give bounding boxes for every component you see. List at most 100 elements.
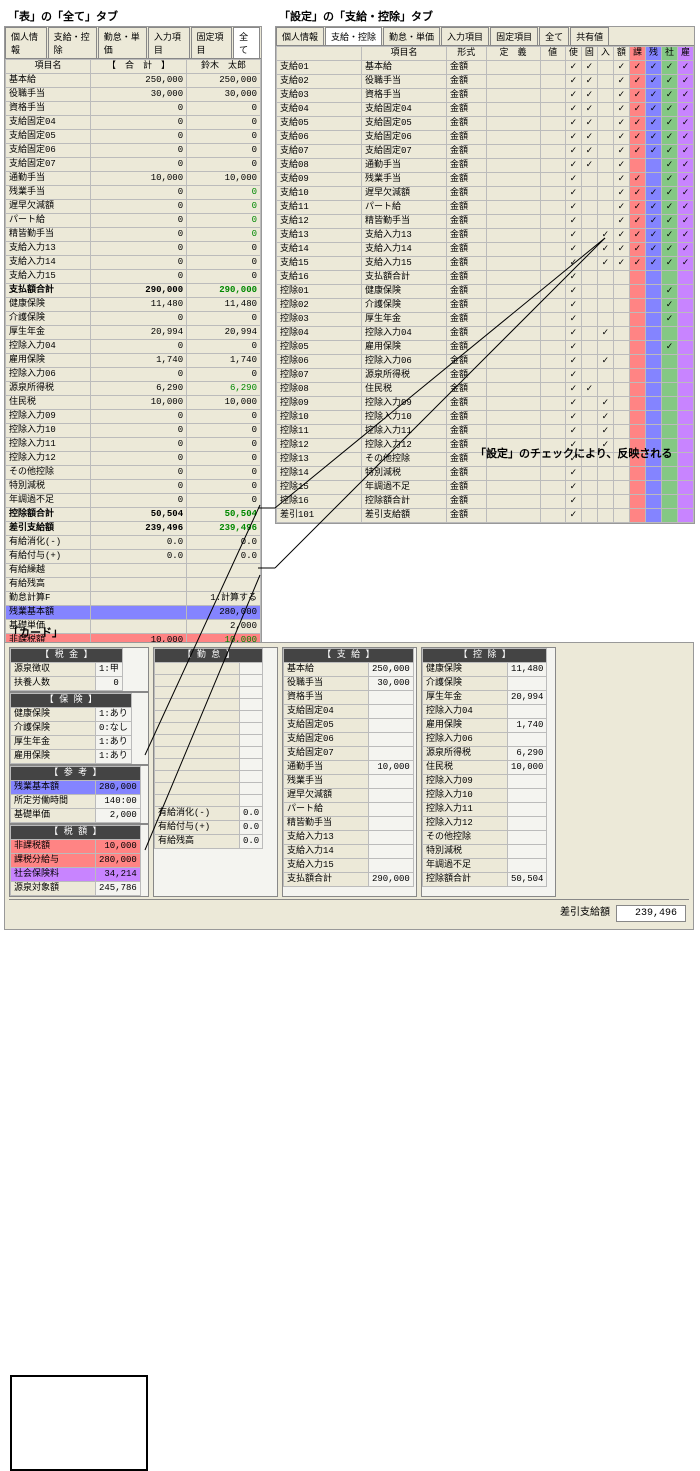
row-value[interactable]: 0 [187,424,261,438]
checkbox-cell[interactable] [581,341,597,355]
checkbox-cell[interactable] [629,383,645,397]
checkbox-cell[interactable]: ✓ [629,75,645,89]
checkbox-cell[interactable] [661,481,677,495]
checkbox-cell[interactable]: ✓ [661,341,677,355]
row-value[interactable]: 50,504 [187,508,261,522]
row-value[interactable]: 239,496 [187,522,261,536]
card-value[interactable] [508,817,547,831]
checkbox-cell[interactable]: ✓ [677,187,693,201]
row-value[interactable]: 0 [187,438,261,452]
checkbox-cell[interactable]: ✓ [661,89,677,103]
checkbox-cell[interactable] [645,467,661,481]
row-value[interactable]: 250,000 [187,74,261,88]
checkbox-cell[interactable]: ✓ [645,243,661,257]
checkbox-cell[interactable] [629,509,645,523]
checkbox-cell[interactable] [645,411,661,425]
checkbox-cell[interactable] [677,369,693,383]
checkbox-cell[interactable]: ✓ [613,75,629,89]
checkbox-cell[interactable]: ✓ [677,229,693,243]
checkbox-cell[interactable] [645,159,661,173]
checkbox-cell[interactable] [661,327,677,341]
checkbox-cell[interactable]: ✓ [645,131,661,145]
checkbox-cell[interactable] [677,495,693,509]
checkbox-cell[interactable] [597,89,613,103]
checkbox-cell[interactable] [613,355,629,369]
card-value[interactable] [369,705,414,719]
card-value[interactable] [240,771,263,783]
checkbox-cell[interactable]: ✓ [629,187,645,201]
checkbox-cell[interactable]: ✓ [661,75,677,89]
card-value[interactable] [508,845,547,859]
row-value[interactable]: 0 [187,228,261,242]
checkbox-cell[interactable]: ✓ [565,243,581,257]
card-value[interactable]: 1,740 [508,719,547,733]
checkbox-cell[interactable] [629,397,645,411]
checkbox-cell[interactable] [629,495,645,509]
checkbox-cell[interactable] [677,383,693,397]
row-value[interactable]: 0.0 [187,536,261,550]
row-value[interactable]: 0 [187,452,261,466]
checkbox-cell[interactable]: ✓ [565,215,581,229]
checkbox-cell[interactable] [613,397,629,411]
checkbox-cell[interactable]: ✓ [661,257,677,271]
card-value[interactable] [369,789,414,803]
tab-固定項目[interactable]: 固定項目 [490,27,538,45]
row-value[interactable]: 0 [187,270,261,284]
checkbox-cell[interactable]: ✓ [581,89,597,103]
card-value[interactable]: 0.0 [240,835,263,849]
checkbox-cell[interactable]: ✓ [677,257,693,271]
checkbox-cell[interactable] [629,271,645,285]
card-value[interactable] [240,663,263,675]
checkbox-cell[interactable]: ✓ [597,397,613,411]
checkbox-cell[interactable] [629,159,645,173]
checkbox-cell[interactable] [581,425,597,439]
checkbox-cell[interactable] [613,481,629,495]
checkbox-cell[interactable]: ✓ [645,89,661,103]
checkbox-cell[interactable]: ✓ [565,229,581,243]
checkbox-cell[interactable] [613,369,629,383]
checkbox-cell[interactable] [677,453,693,467]
checkbox-cell[interactable]: ✓ [565,299,581,313]
checkbox-cell[interactable]: ✓ [581,61,597,75]
checkbox-cell[interactable]: ✓ [565,341,581,355]
checkbox-cell[interactable] [645,509,661,523]
checkbox-cell[interactable]: ✓ [677,159,693,173]
checkbox-cell[interactable] [661,355,677,369]
checkbox-cell[interactable]: ✓ [581,117,597,131]
checkbox-cell[interactable]: ✓ [565,103,581,117]
row-value[interactable]: 6,290 [187,382,261,396]
checkbox-cell[interactable] [645,299,661,313]
checkbox-cell[interactable]: ✓ [677,89,693,103]
checkbox-cell[interactable]: ✓ [613,145,629,159]
checkbox-cell[interactable] [677,271,693,285]
checkbox-cell[interactable]: ✓ [661,117,677,131]
checkbox-cell[interactable] [645,355,661,369]
row-value[interactable]: 0 [187,312,261,326]
row-value[interactable]: 11,480 [187,298,261,312]
row-value[interactable]: 0 [187,368,261,382]
row-value[interactable] [187,578,261,592]
card-value[interactable]: 1:あり [96,736,132,750]
checkbox-cell[interactable] [629,327,645,341]
card-value[interactable] [369,733,414,747]
card-value[interactable]: 290,000 [369,873,414,887]
checkbox-cell[interactable]: ✓ [613,215,629,229]
checkbox-cell[interactable]: ✓ [613,117,629,131]
checkbox-cell[interactable]: ✓ [565,285,581,299]
checkbox-cell[interactable]: ✓ [613,243,629,257]
tab-個人情報[interactable]: 個人情報 [5,27,47,58]
checkbox-cell[interactable]: ✓ [565,257,581,271]
tab-固定項目[interactable]: 固定項目 [191,27,233,58]
checkbox-cell[interactable] [677,481,693,495]
checkbox-cell[interactable]: ✓ [661,103,677,117]
checkbox-cell[interactable] [613,411,629,425]
checkbox-cell[interactable]: ✓ [645,215,661,229]
row-value[interactable]: 1:計算する [187,592,261,606]
checkbox-cell[interactable] [677,439,693,453]
checkbox-cell[interactable]: ✓ [613,103,629,117]
row-value[interactable]: 0.0 [187,550,261,564]
checkbox-cell[interactable] [581,397,597,411]
checkbox-cell[interactable] [581,285,597,299]
row-value[interactable]: 30,000 [187,88,261,102]
row-value[interactable]: 0 [187,144,261,158]
